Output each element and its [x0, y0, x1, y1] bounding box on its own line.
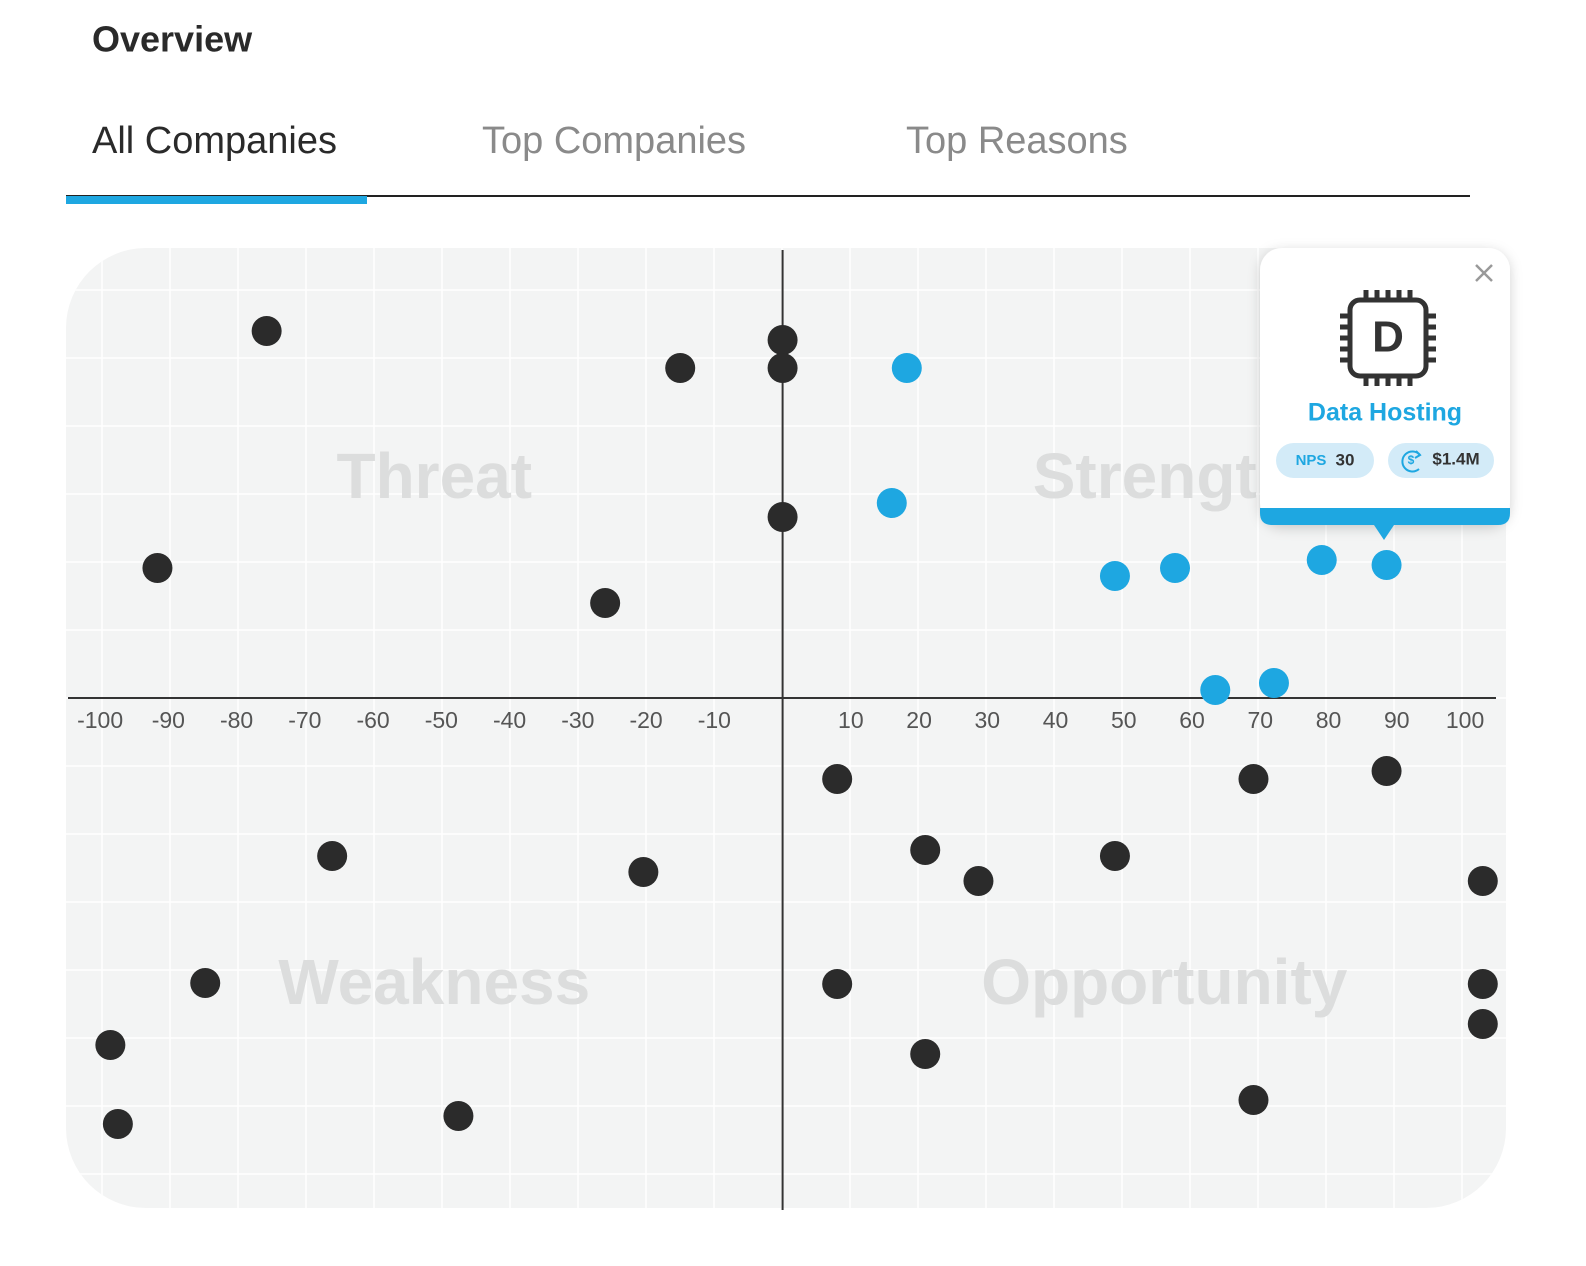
data-point — [1467, 866, 1498, 896]
nps-pill — [1276, 443, 1374, 478]
x-tick-label: 100 — [1446, 707, 1484, 733]
data-point — [891, 353, 922, 383]
plot-background — [66, 248, 1506, 1208]
data-point — [590, 588, 621, 618]
data-point — [1371, 550, 1402, 580]
x-tick-label: -90 — [152, 707, 185, 733]
data-point — [1371, 756, 1402, 786]
data-point — [142, 553, 173, 583]
nps-label: NPS — [1296, 452, 1327, 469]
data-point — [910, 1039, 941, 1069]
x-tick-label: -10 — [698, 707, 731, 733]
data-point — [1200, 675, 1231, 705]
x-tick-label: 70 — [1248, 707, 1274, 733]
x-tick-label: 10 — [838, 707, 864, 733]
data-point — [317, 841, 348, 871]
x-tick-label: 20 — [906, 707, 932, 733]
close-button[interactable] — [1475, 264, 1493, 282]
data-point — [1238, 1085, 1269, 1115]
x-tick-label: -60 — [356, 707, 389, 733]
data-point — [443, 1101, 474, 1131]
x-tick-label: -70 — [288, 707, 321, 733]
x-tick-label: 90 — [1384, 707, 1410, 733]
plot-area: -100 -90 -80 -70 -60 -50 -40 -30 -20 -10 10 20 30 40 5… — [68, 250, 1498, 1210]
data-point — [1099, 841, 1130, 871]
x-tick-label: 50 — [1111, 707, 1137, 733]
data-point — [1099, 561, 1130, 591]
x-tick-label: 30 — [975, 707, 1001, 733]
tooltip-pointer — [1374, 525, 1394, 540]
tab[interactable]: All Companies — [92, 120, 337, 162]
tooltip-background — [1260, 248, 1510, 525]
active-tab-indicator — [66, 196, 367, 204]
data-point — [628, 857, 659, 887]
data-point — [665, 353, 696, 383]
data-point — [1258, 668, 1289, 698]
data-point — [876, 488, 907, 518]
x-tick-label: -20 — [629, 707, 662, 733]
chip-letter: D — [1372, 313, 1404, 362]
data-point — [767, 353, 798, 383]
nps-value: 30 — [1336, 450, 1355, 469]
x-tick-label: 40 — [1043, 707, 1069, 733]
data-point — [102, 1109, 133, 1139]
x-tick-label: 60 — [1179, 707, 1205, 733]
data-point — [822, 764, 853, 794]
data-point — [1467, 969, 1498, 999]
quadrant-label: Weakness — [278, 946, 590, 1018]
x-tick-label: -40 — [493, 707, 526, 733]
data-point — [190, 968, 221, 998]
revenue-value: $1.4M — [1432, 449, 1479, 468]
quadrant-label: Threat — [336, 440, 532, 512]
tab[interactable]: Top Companies — [482, 120, 746, 162]
page-title: Overview — [92, 19, 253, 60]
x-tick-label: -50 — [425, 707, 458, 733]
tab[interactable]: Top Reasons — [906, 120, 1128, 162]
tooltip-card: D Data Hosting NPS 30 $ $1.4M — [1260, 248, 1510, 540]
x-tick-label: -100 — [77, 707, 123, 733]
x-tick-label: 80 — [1316, 707, 1342, 733]
data-point — [251, 316, 282, 346]
tooltip-title: Data Hosting — [1308, 399, 1462, 427]
data-point — [1160, 553, 1191, 583]
chip-icon — [1340, 290, 1436, 386]
data-point — [767, 502, 798, 532]
data-point — [1306, 545, 1337, 575]
quadrant-label: Strength — [1033, 440, 1296, 512]
x-tick-label: -30 — [561, 707, 594, 733]
data-point — [963, 866, 994, 896]
data-point — [822, 969, 853, 999]
data-point — [767, 325, 798, 355]
quadrant-label: Opportunity — [981, 946, 1348, 1018]
x-tick-label: -80 — [220, 707, 253, 733]
revenue-icon: $ — [1401, 450, 1422, 473]
data-point — [1238, 764, 1269, 794]
data-point — [1467, 1009, 1498, 1039]
tooltip-footer — [1260, 508, 1510, 525]
data-point — [910, 835, 941, 865]
data-point — [95, 1030, 126, 1060]
svg-text:$: $ — [1408, 453, 1415, 467]
tab-bar: All Companies Top Companies Top Reasons — [92, 120, 1128, 162]
